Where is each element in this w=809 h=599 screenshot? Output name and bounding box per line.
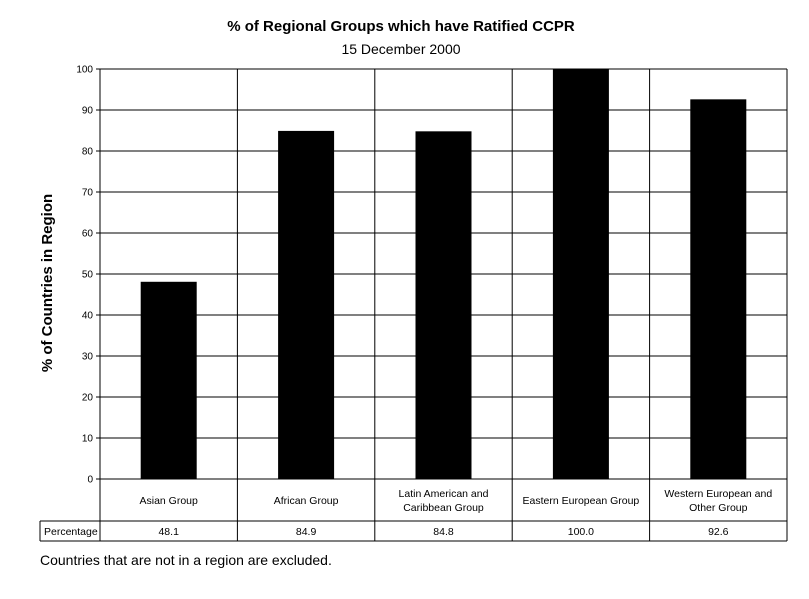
table-value: 48.1: [158, 526, 179, 538]
table-value: 84.9: [296, 526, 317, 538]
table-row-header: Percentage: [44, 526, 98, 538]
category-label: African Group: [274, 495, 339, 507]
bar: [278, 130, 335, 479]
category-label: Asian Group: [140, 495, 199, 507]
y-tick-label: 60: [82, 229, 94, 240]
table-value: 100.0: [568, 526, 594, 538]
table-value: 84.8: [433, 526, 454, 538]
bar: [552, 69, 609, 479]
bar: [140, 281, 197, 479]
footnote: Countries that are not in a region are e…: [40, 552, 332, 568]
table-value: 92.6: [708, 526, 729, 538]
y-tick-label: 70: [82, 188, 94, 199]
data-table: Asian Group African Group Latin American a…: [44, 488, 772, 538]
bars: [140, 69, 747, 479]
y-tick-label: 20: [82, 393, 94, 404]
category-label: Other Group: [689, 502, 748, 514]
y-axis-label: % of Countries in Region: [39, 194, 56, 372]
category-label: Latin American and: [399, 488, 489, 500]
chart-subtitle: 15 December 2000: [341, 41, 460, 57]
y-tick-label: 30: [82, 352, 94, 363]
bar: [415, 131, 472, 479]
y-tick-label: 100: [76, 65, 93, 76]
category-label: Eastern European Group: [523, 495, 640, 507]
y-tick-label: 80: [82, 147, 94, 158]
y-tick-label: 50: [82, 270, 94, 281]
y-tick-label: 10: [82, 434, 94, 445]
category-label: Caribbean Group: [403, 502, 484, 514]
bar: [690, 99, 747, 479]
y-tick-label: 0: [87, 475, 93, 486]
y-tick-label: 40: [82, 311, 94, 322]
y-tick-labels: 0 10 20 30 40 50 60 70 80 90 100: [76, 65, 93, 486]
category-label: Western European and: [664, 488, 772, 500]
chart-title: % of Regional Groups which have Ratified…: [227, 18, 575, 35]
y-tick-label: 90: [82, 106, 94, 117]
